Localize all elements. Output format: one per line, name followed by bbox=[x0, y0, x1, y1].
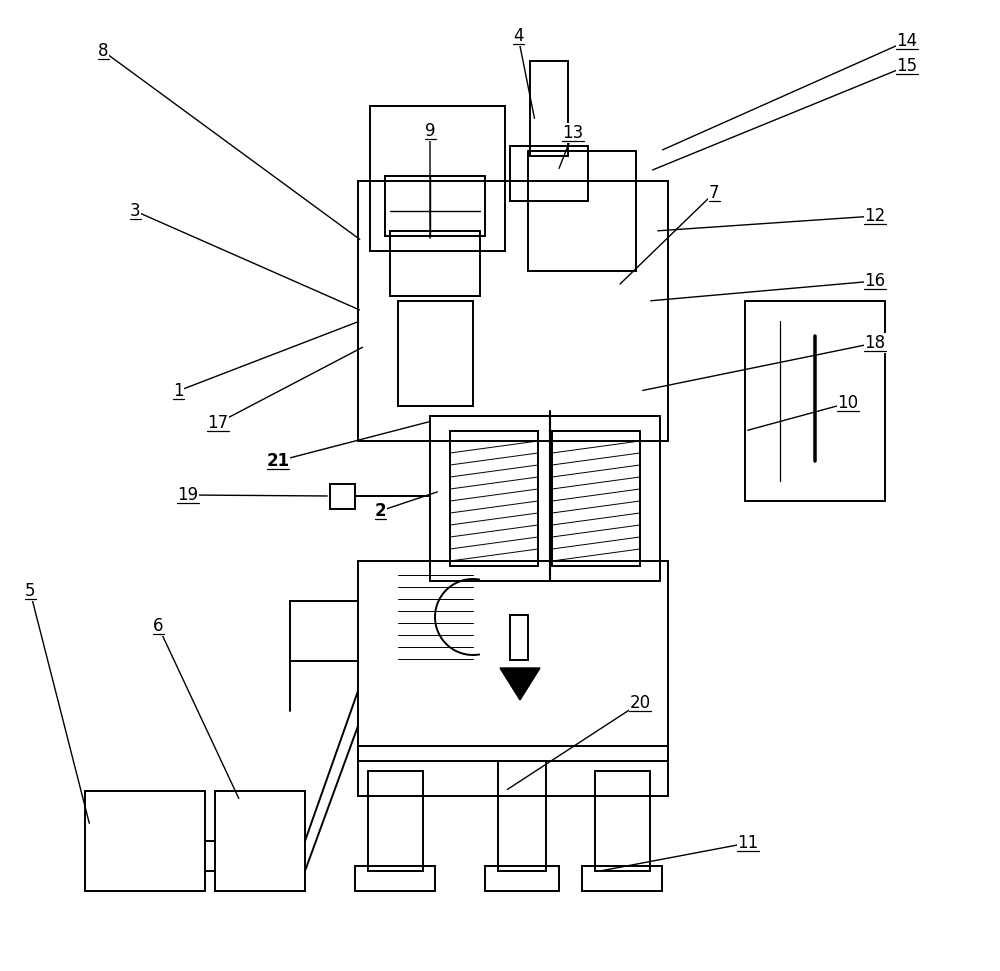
Bar bbox=[368, 771, 423, 871]
Polygon shape bbox=[500, 668, 540, 700]
Bar bbox=[85, 791, 205, 891]
Bar bbox=[528, 151, 636, 271]
Text: 18: 18 bbox=[864, 334, 886, 352]
Bar bbox=[595, 771, 650, 871]
Text: 21: 21 bbox=[266, 452, 290, 470]
Text: 10: 10 bbox=[837, 394, 859, 412]
Text: 9: 9 bbox=[425, 122, 435, 140]
Text: 7: 7 bbox=[709, 184, 719, 202]
Bar bbox=[358, 561, 668, 761]
Text: 17: 17 bbox=[207, 414, 229, 432]
Bar bbox=[358, 746, 668, 796]
Text: 13: 13 bbox=[562, 124, 584, 142]
Text: 11: 11 bbox=[737, 834, 759, 852]
Text: 1: 1 bbox=[173, 382, 183, 400]
Bar bbox=[370, 106, 505, 251]
Bar bbox=[430, 416, 660, 581]
Bar bbox=[215, 791, 305, 891]
Bar bbox=[450, 431, 538, 566]
Text: 16: 16 bbox=[864, 272, 886, 290]
Text: 8: 8 bbox=[98, 42, 108, 60]
Text: 15: 15 bbox=[896, 57, 918, 75]
Text: 14: 14 bbox=[896, 32, 918, 50]
Bar bbox=[510, 615, 528, 660]
Bar bbox=[385, 176, 485, 236]
Text: 5: 5 bbox=[25, 582, 35, 600]
Bar bbox=[745, 301, 885, 501]
Text: 4: 4 bbox=[513, 27, 523, 45]
Bar bbox=[498, 761, 546, 871]
Text: 6: 6 bbox=[153, 617, 163, 635]
Bar bbox=[390, 231, 480, 296]
Bar bbox=[330, 484, 355, 509]
Bar bbox=[552, 431, 640, 566]
Text: 20: 20 bbox=[629, 694, 651, 712]
Text: 3: 3 bbox=[130, 202, 140, 220]
Bar bbox=[510, 146, 588, 201]
Bar bbox=[398, 301, 473, 406]
Bar bbox=[358, 181, 668, 441]
Bar bbox=[582, 866, 662, 891]
Bar bbox=[355, 866, 435, 891]
Bar bbox=[485, 866, 559, 891]
Text: 19: 19 bbox=[177, 486, 199, 504]
Text: 2: 2 bbox=[374, 502, 386, 520]
Text: 12: 12 bbox=[864, 207, 886, 225]
Bar bbox=[530, 61, 568, 156]
